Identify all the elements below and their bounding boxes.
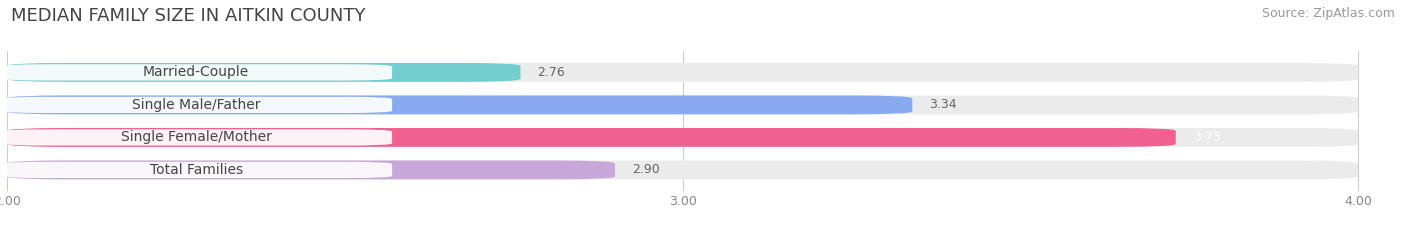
Text: 3.34: 3.34	[929, 98, 957, 111]
Text: 2.76: 2.76	[537, 66, 565, 79]
Text: Source: ZipAtlas.com: Source: ZipAtlas.com	[1261, 7, 1395, 20]
FancyBboxPatch shape	[0, 129, 392, 146]
Text: 2.90: 2.90	[631, 163, 659, 176]
Text: Total Families: Total Families	[149, 163, 243, 177]
FancyBboxPatch shape	[7, 128, 1175, 147]
FancyBboxPatch shape	[0, 162, 392, 178]
FancyBboxPatch shape	[7, 96, 1358, 114]
FancyBboxPatch shape	[7, 128, 1358, 147]
Text: Single Female/Mother: Single Female/Mother	[121, 130, 271, 144]
FancyBboxPatch shape	[7, 161, 1358, 179]
FancyBboxPatch shape	[7, 96, 912, 114]
FancyBboxPatch shape	[7, 63, 520, 82]
FancyBboxPatch shape	[7, 63, 1358, 82]
FancyBboxPatch shape	[7, 161, 614, 179]
FancyBboxPatch shape	[0, 64, 392, 81]
Text: Married-Couple: Married-Couple	[143, 65, 249, 79]
FancyBboxPatch shape	[0, 97, 392, 113]
Text: Single Male/Father: Single Male/Father	[132, 98, 260, 112]
Text: MEDIAN FAMILY SIZE IN AITKIN COUNTY: MEDIAN FAMILY SIZE IN AITKIN COUNTY	[11, 7, 366, 25]
Text: 3.73: 3.73	[1192, 131, 1220, 144]
